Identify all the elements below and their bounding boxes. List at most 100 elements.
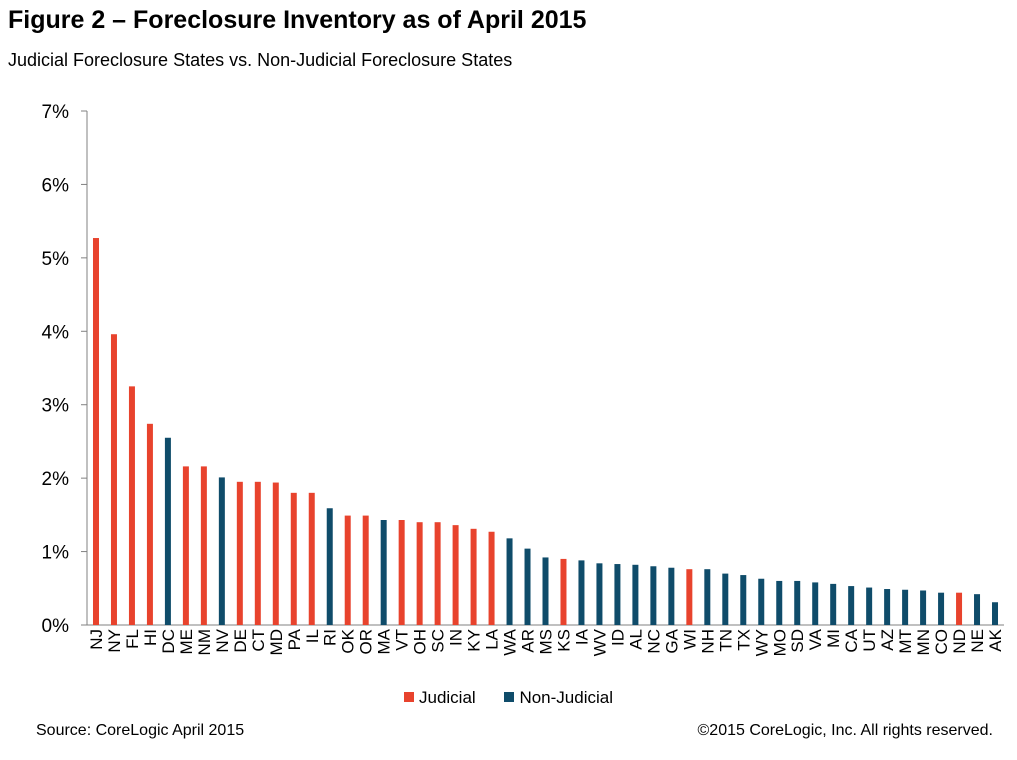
x-tick-label-nc: NC xyxy=(644,629,663,654)
x-tick-label-mn: MN xyxy=(914,629,933,655)
x-tick-label-oh: OH xyxy=(411,629,430,655)
bar-pa xyxy=(290,492,297,625)
y-tick-label: 7% xyxy=(42,102,70,123)
x-tick-label-al: AL xyxy=(626,629,645,650)
bar-al xyxy=(632,564,639,625)
x-tick-label-id: ID xyxy=(608,629,627,646)
bar-co xyxy=(938,592,945,625)
bar-oh xyxy=(416,522,423,625)
bar-in xyxy=(452,525,459,625)
x-tick-label-mo: MO xyxy=(770,629,789,656)
bar-hi xyxy=(146,423,153,625)
bar-chart: 0% 1% 2% 3% 4% 5% 6% 7% NJNYFLHIDCMENMNVDECTMDPA… xyxy=(42,102,1005,656)
y-tick-label: 4% xyxy=(42,322,70,343)
bar-wi xyxy=(686,569,693,625)
y-tick-label: 2% xyxy=(42,469,70,490)
x-tick-label-ct: CT xyxy=(249,629,268,652)
x-tick-label-tn: TN xyxy=(716,629,735,652)
bar-sd xyxy=(794,580,801,625)
bar-nc xyxy=(650,566,657,625)
x-tick-label-co: CO xyxy=(932,629,951,655)
bar-mn xyxy=(920,590,927,625)
bar-il xyxy=(308,492,315,625)
bar-de xyxy=(236,481,243,625)
x-tick-label-ma: MA xyxy=(375,628,394,654)
y-tick-label: 6% xyxy=(42,175,70,196)
copyright-note: ©2015 CoreLogic, Inc. All rights reserve… xyxy=(697,722,994,739)
x-tick-label-wv: WV xyxy=(590,628,609,656)
bar-nd xyxy=(956,592,963,625)
x-tick-label-ut: UT xyxy=(860,629,879,652)
bar-ak xyxy=(992,602,999,625)
legend-item-non-judicial: Non-Judicial xyxy=(504,688,613,708)
y-tick-label: 3% xyxy=(42,396,70,417)
legend-item-judicial: Judicial xyxy=(404,688,476,708)
bar-va xyxy=(812,582,819,625)
bar-ut xyxy=(866,587,873,625)
legend-label-judicial: Judicial xyxy=(419,688,476,707)
x-tick-label-ky: KY xyxy=(465,629,484,652)
bar-tn xyxy=(722,573,729,625)
x-tick-label-va: VA xyxy=(806,628,825,650)
chart-subtitle: Judicial Foreclosure States vs. Non-Judi… xyxy=(8,50,513,70)
x-tick-label-nv: NV xyxy=(213,628,232,652)
x-tick-label-vt: VT xyxy=(393,629,412,651)
bar-nv xyxy=(218,477,225,625)
x-tick-label-sd: SD xyxy=(788,629,807,653)
x-tick-label-mi: MI xyxy=(824,629,843,648)
bar-ny xyxy=(110,334,117,625)
bar-md xyxy=(272,482,279,625)
legend-label-non-judicial: Non-Judicial xyxy=(519,688,613,707)
x-tick-label-wy: WY xyxy=(752,629,771,656)
x-tick-label-nh: NH xyxy=(698,629,717,654)
bar-vt xyxy=(398,520,405,625)
bar-mi xyxy=(830,583,837,625)
x-tick-label-dc: DC xyxy=(159,629,178,654)
x-tick-label-pa: PA xyxy=(285,628,304,650)
x-tick-label-wa: WA xyxy=(501,628,520,655)
bar-nj xyxy=(92,238,99,625)
x-tick-label-tx: TX xyxy=(734,629,753,651)
x-tick-label-ca: CA xyxy=(842,628,861,652)
bar-sc xyxy=(434,522,441,625)
bar-ct xyxy=(254,481,261,625)
x-tick-label-il: IL xyxy=(303,629,322,643)
chart-title: Figure 2 – Foreclosure Inventory as of A… xyxy=(8,6,587,34)
x-tick-label-sc: SC xyxy=(429,629,448,653)
x-tick-label-az: AZ xyxy=(878,629,897,651)
legend-swatch-judicial xyxy=(404,692,414,702)
bar-fl xyxy=(128,386,135,625)
x-tick-label-ks: KS xyxy=(554,629,573,652)
bar-wa xyxy=(506,538,513,625)
x-tick-label-ar: AR xyxy=(519,629,538,653)
bar-id xyxy=(614,564,621,625)
x-tick-label-wi: WI xyxy=(680,629,699,650)
chart-legend: Judicial Non-Judicial xyxy=(0,688,1017,708)
x-tick-label-ny: NY xyxy=(105,629,124,653)
x-tick-label-mt: MT xyxy=(896,629,915,654)
y-tick-label: 0% xyxy=(42,616,70,637)
bar-me xyxy=(182,466,189,625)
y-tick-label: 1% xyxy=(42,543,70,564)
bar-nh xyxy=(704,569,711,625)
x-tick-label-or: OR xyxy=(357,629,376,655)
bar-tx xyxy=(740,575,747,625)
x-tick-label-ia: IA xyxy=(572,628,591,645)
x-tick-label-ak: AK xyxy=(986,628,1005,651)
bar-ar xyxy=(524,548,531,625)
x-tick-label-hi: HI xyxy=(141,629,160,646)
x-tick-label-me: ME xyxy=(177,629,196,655)
bar-la xyxy=(488,531,495,625)
source-note: Source: CoreLogic April 2015 xyxy=(36,722,245,739)
x-tick-label-ok: OK xyxy=(339,628,358,653)
bar-mt xyxy=(902,589,909,625)
x-tick-label-ri: RI xyxy=(321,629,340,646)
x-tick-label-md: MD xyxy=(267,629,286,655)
x-tick-label-nm: NM xyxy=(195,629,214,655)
legend-swatch-non-judicial xyxy=(504,692,515,702)
x-tick-label-la: LA xyxy=(483,628,502,649)
bar-ga xyxy=(668,567,675,625)
bar-az xyxy=(884,589,891,625)
bar-ri xyxy=(326,508,333,625)
x-tick-label-nj: NJ xyxy=(87,629,106,650)
